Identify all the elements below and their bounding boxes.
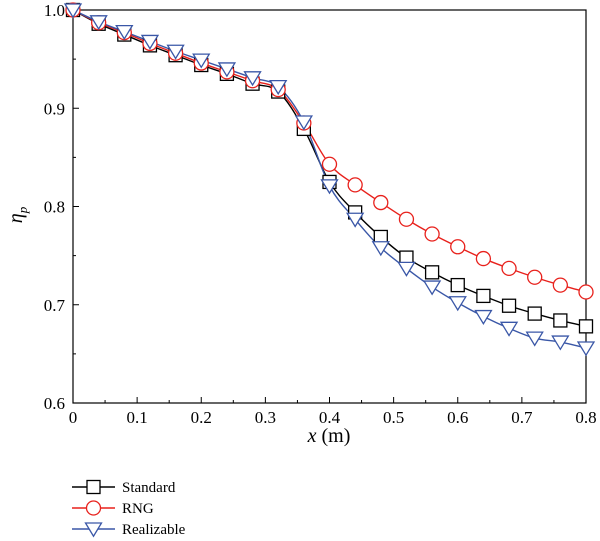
x-tick-label: 0.7 xyxy=(511,408,533,427)
data-point-rng xyxy=(321,156,338,172)
data-point-realizable xyxy=(551,335,570,351)
legend-label: Standard xyxy=(122,480,176,496)
data-point-standard xyxy=(501,298,517,313)
y-tick-label: 0.6 xyxy=(44,394,65,413)
data-point-realizable xyxy=(345,212,365,228)
x-tick-label: 0.4 xyxy=(319,408,341,427)
data-point-rng xyxy=(578,284,594,300)
data-point-realizable xyxy=(63,3,83,19)
data-point-rng xyxy=(424,226,440,242)
data-point-standard xyxy=(553,313,568,328)
legend-marker xyxy=(84,522,103,538)
data-point-realizable xyxy=(89,15,108,31)
y-tick-label: 1.0 xyxy=(44,1,65,20)
data-point-realizable xyxy=(320,179,339,195)
data-point-realizable xyxy=(525,331,544,347)
data-point-realizable xyxy=(576,341,596,357)
x-tick-label: 0.5 xyxy=(383,408,404,427)
data-point-realizable xyxy=(422,280,442,296)
data-point-realizable xyxy=(499,321,519,337)
legend: Standard RNG Realizable xyxy=(72,479,186,538)
data-point-rng xyxy=(501,260,517,277)
data-point-standard xyxy=(578,319,594,334)
y-tick-label: 0.8 xyxy=(44,198,65,217)
data-point-realizable xyxy=(371,241,390,257)
x-tick-label: 0.2 xyxy=(191,408,212,427)
y-tick-label: 0.9 xyxy=(44,99,65,118)
x-tick-label: 0.3 xyxy=(255,408,276,427)
data-point-rng xyxy=(552,277,568,293)
data-point-realizable xyxy=(474,309,493,325)
data-point-rng xyxy=(527,269,543,285)
data-point-rng xyxy=(450,239,466,255)
data-point-standard xyxy=(424,265,440,280)
data-point-standard xyxy=(450,277,465,293)
x-tick-label: 0.8 xyxy=(575,408,596,427)
data-point-standard xyxy=(527,306,542,321)
data-point-realizable xyxy=(192,53,211,69)
axis-ticks: 0 0.1 0.2 0.3 0.4 0.5 0.6 0.7 0.8 0.6 0.7 0.8 0.9 1.0 xyxy=(44,1,597,427)
data-point-realizable xyxy=(448,296,467,312)
legend-marker xyxy=(85,500,102,516)
x-axis-label: x (m) xyxy=(307,425,351,447)
data-point-rng xyxy=(347,177,363,193)
data-point-rng xyxy=(373,194,389,211)
data-point-realizable xyxy=(397,261,416,277)
data-point-rng xyxy=(475,250,492,267)
data-point-realizable xyxy=(166,44,185,60)
legend-marker xyxy=(86,479,101,495)
legend-label: Realizable xyxy=(122,522,186,538)
series-markers xyxy=(63,2,596,357)
data-point-realizable xyxy=(269,79,288,96)
data-point-rng xyxy=(398,211,415,227)
plot-frame xyxy=(72,9,587,404)
data-point-realizable xyxy=(140,34,160,50)
data-point-realizable xyxy=(115,24,134,41)
legend-label: RNG xyxy=(122,501,154,517)
y-tick-label: 0.7 xyxy=(44,296,66,315)
x-tick-label: 0.1 xyxy=(127,408,148,427)
y-axis-label: ηp xyxy=(5,206,30,223)
data-point-realizable xyxy=(217,62,237,78)
x-tick-label: 0.6 xyxy=(447,408,468,427)
data-point-standard xyxy=(476,288,491,304)
data-point-realizable xyxy=(294,115,314,131)
x-tick-label: 0 xyxy=(69,408,78,427)
data-point-realizable xyxy=(243,71,262,87)
